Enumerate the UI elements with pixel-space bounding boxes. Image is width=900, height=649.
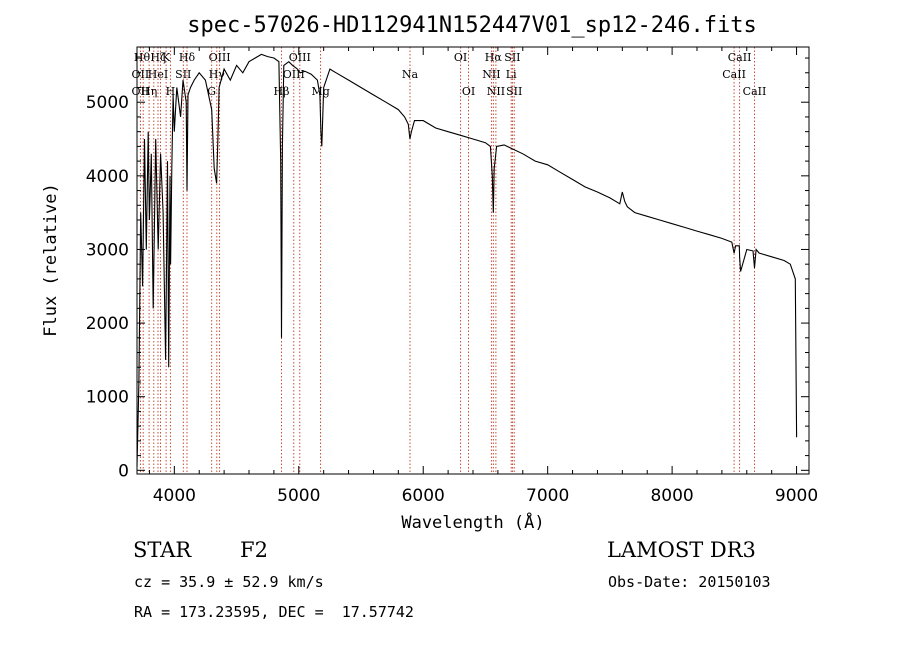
line-label-5: OI <box>454 51 467 64</box>
y-tick-label-5000: 5000 <box>86 93 129 113</box>
line-label-22: G <box>207 85 216 98</box>
line-label-16: NII <box>482 68 500 81</box>
spectrum-line <box>136 53 798 467</box>
y-tick-label-2000: 2000 <box>86 314 129 334</box>
line-label-0: Hθ <box>134 51 151 64</box>
line-label-8: CaII <box>728 51 752 64</box>
line-label-10: OII <box>132 68 150 81</box>
line-label-3: OIII <box>209 51 231 64</box>
observation-date: Obs-Date: 20150103 <box>608 573 771 591</box>
line-label-12: SII <box>175 68 191 81</box>
line-label-23: Hβ <box>274 85 290 98</box>
spectral-subclass: F2 <box>240 538 268 562</box>
line-label-17: Li <box>506 68 517 81</box>
line-label-27: SII <box>506 85 522 98</box>
x-tick-label-8000: 8000 <box>650 486 693 506</box>
line-marker-layer <box>139 47 755 474</box>
line-label-28: CaII <box>743 85 767 98</box>
x-tick-label-4000: 4000 <box>153 486 196 506</box>
line-label-21: H <box>166 85 176 98</box>
line-label-24: Mg <box>311 85 329 98</box>
x-tick-label-7000: 7000 <box>526 486 569 506</box>
axis-ticks: 4000 5000 6000 7000 8000 9000 0 1000 2000 3000 400… <box>86 47 818 506</box>
line-label-4: OIII <box>289 51 311 64</box>
redshift-value: cz = 35.9 ± 52.9 km/s <box>134 573 324 591</box>
line-label-25: OI <box>462 85 475 98</box>
y-tick-label-1000: 1000 <box>86 388 129 408</box>
line-label-15: Na <box>402 68 419 81</box>
line-label-13: Hγ <box>209 68 226 81</box>
y-axis-label: Flux (relative) <box>41 183 61 337</box>
y-tick-label-0: 0 <box>118 461 129 481</box>
line-label-11: HeI <box>148 68 168 81</box>
coordinates: RA = 173.23595, DEC = 17.57742 <box>134 603 414 621</box>
x-tick-label-9000: 9000 <box>775 486 818 506</box>
survey-name: LAMOST DR3 <box>607 538 756 562</box>
line-label-6: Hα <box>485 51 503 64</box>
x-tick-label-6000: 6000 <box>402 486 445 506</box>
object-type: STAR <box>133 538 192 562</box>
line-label-2: Hδ <box>179 51 196 64</box>
chart-title: spec-57026-HD112941N152447V01_sp12-246.f… <box>187 13 757 38</box>
plot-frame <box>136 46 810 475</box>
y-tick-label-4000: 4000 <box>86 167 129 187</box>
line-label-9: Hζ <box>150 51 166 64</box>
x-axis-label: Wavelength (Å) <box>401 511 544 533</box>
line-label-18: CaII <box>722 68 746 81</box>
line-label-14: OIII <box>283 68 305 81</box>
x-tick-label-5000: 5000 <box>277 486 320 506</box>
spectrum-chart: spec-57026-HD112941N152447V01_sp12-246.f… <box>41 13 818 533</box>
line-label-20: Hη <box>141 85 157 98</box>
y-tick-label-3000: 3000 <box>86 240 129 260</box>
line-label-1: K <box>162 51 171 64</box>
line-label-7: SII <box>504 51 520 64</box>
line-label-19: OII <box>132 85 150 98</box>
line-label-26: NII <box>487 85 505 98</box>
